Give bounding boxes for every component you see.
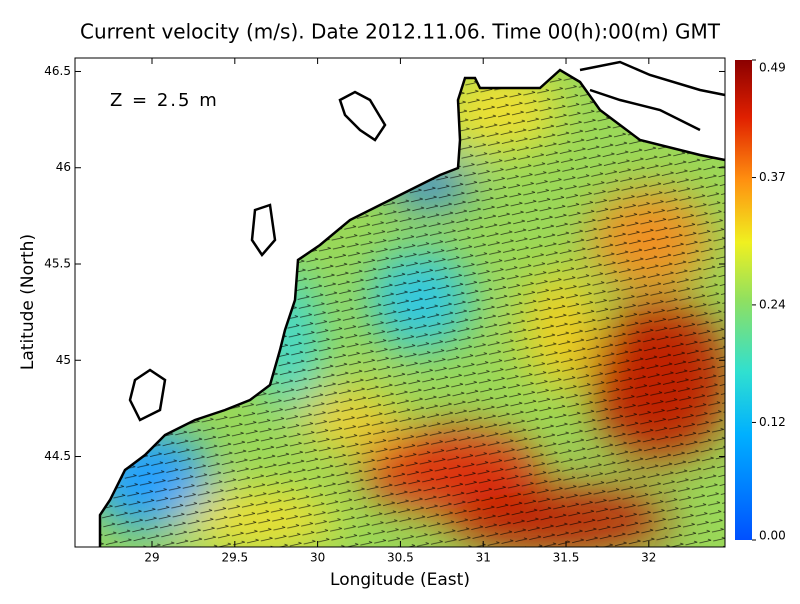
coastline [98, 68, 726, 547]
chart-title: Current velocity (m/s). Date 2012.11.06.… [80, 20, 721, 44]
x-axis-label: Longitude (East) [330, 570, 470, 590]
colorbar-tick-label: 0.00 [759, 529, 786, 543]
lake-outline [128, 60, 726, 422]
x-tick-label: 31.5 [553, 551, 580, 565]
y-tick-label: 46 [56, 160, 71, 174]
colorbar-tick-label: 0.12 [759, 415, 786, 429]
x-tick-label: 31 [476, 551, 491, 565]
y-tick-label: 45.5 [44, 256, 71, 270]
depth-annotation: Z = 2.5 m [110, 90, 219, 111]
x-tick-label: 30.5 [387, 551, 414, 565]
y-tick-label: 45 [56, 353, 71, 367]
velocity-field [100, 70, 725, 547]
colorbar-tick-label: 0.24 [759, 297, 786, 311]
colorbar [735, 60, 752, 540]
x-tick-label: 30 [310, 551, 325, 565]
y-axis-label: Latitude (North) [18, 234, 38, 370]
x-tick-label: 29 [144, 551, 159, 565]
x-tick-label: 32 [641, 551, 656, 565]
x-tick-label: 29.5 [221, 551, 248, 565]
y-tick-label: 46.5 [44, 64, 71, 78]
colorbar-tick-label: 0.37 [759, 170, 786, 184]
y-tick-label: 44.5 [44, 449, 71, 463]
colorbar-tick-label: 0.49 [759, 61, 786, 75]
